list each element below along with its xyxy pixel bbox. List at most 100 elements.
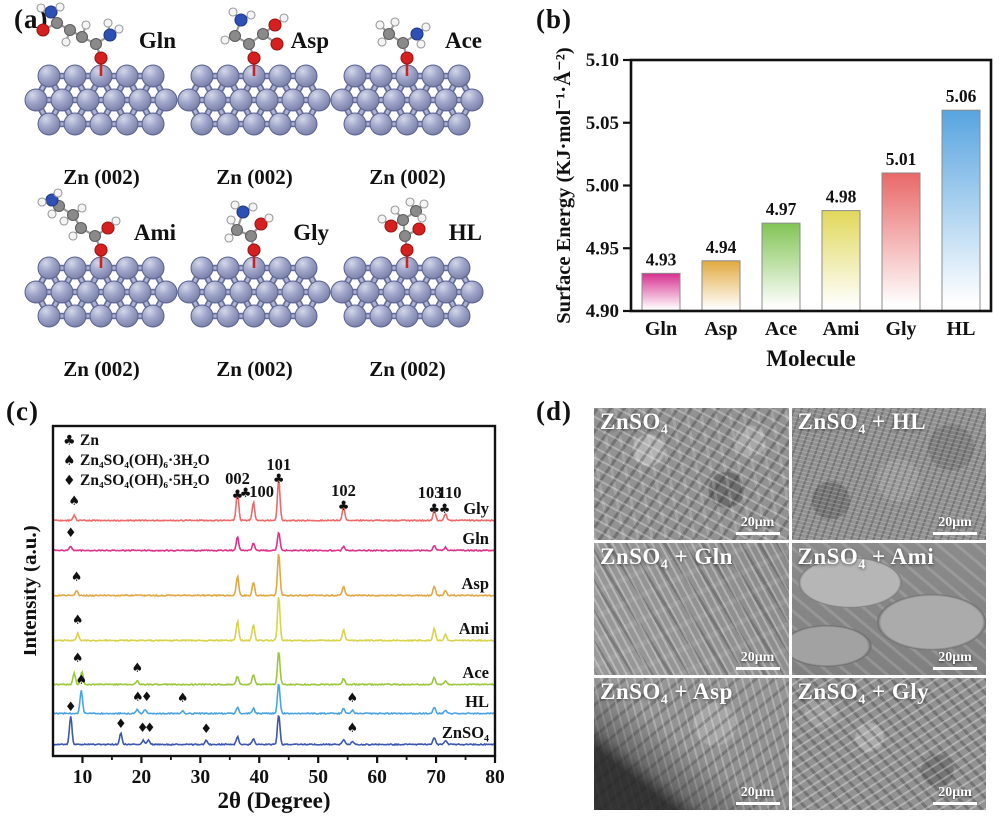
zn-slab-model-HL <box>330 197 484 328</box>
x-axis-title: 2θ (Degree) <box>217 788 330 813</box>
legend-symbol: ♦ <box>63 473 76 489</box>
model-cell: Gln Zn (002) <box>24 2 178 198</box>
x-tick-label: Ami <box>823 318 860 340</box>
phase-marker: ♦ <box>65 526 77 541</box>
bar-HL <box>941 109 981 312</box>
y-axis-title: Surface Energy (KJ·mol⁻¹·Å⁻²) <box>552 47 575 323</box>
xrd-plot: Gly♠Gln♦Asp♠Ami♠Ace♠♠HL♠♠♦ ♠ ♠ZnSO₄♦♦ ♦♦ ♦ ♠0… <box>24 424 505 813</box>
xrd-pattern-chart: Gly♠Gln♦Asp♠Ami♠Ace♠♠HL♠♠♦ ♠ ♠ZnSO₄♦♦ ♦♦ ♦ ♠0… <box>24 424 505 813</box>
y-tick-label: 5.10 <box>586 50 619 71</box>
phase-marker: ♠ <box>177 691 189 706</box>
zn-slab-model-Ace <box>330 17 484 136</box>
model-cell: Ami Zn (002) <box>24 188 178 390</box>
scale-bar-line <box>735 667 780 670</box>
bar-value-label: 4.98 <box>826 187 857 207</box>
phase-marker: ♠ <box>347 721 359 736</box>
zn-peak-marker: ♣ <box>338 499 350 514</box>
surface-energy-bar-chart: 4.93 Gln 4.94 Asp 4.97 Ace 4.98 Ami 5.01 Gly 5.06 H… <box>552 47 993 371</box>
zn-slab-model-Gly <box>177 200 331 328</box>
zn-peak-marker: ♣ <box>240 486 252 501</box>
hkl-label: 103 <box>418 483 443 502</box>
xrd-trace-3 <box>52 597 495 643</box>
zn-surface-caption: Zn (002) <box>369 357 446 381</box>
bar-Asp <box>701 260 741 312</box>
panel-b-label: (b) <box>536 4 572 34</box>
series-label: Ami <box>459 619 490 638</box>
x-tick-label: 60 <box>367 767 387 788</box>
phase-marker: ♦ <box>65 700 77 715</box>
panel-c-label: (c) <box>6 396 39 426</box>
x-tick-label: Gly <box>885 318 916 340</box>
legend-text: Zn₄SO₄(OH)₆·3H₂O <box>80 452 210 469</box>
x-tick-label: Ace <box>765 318 797 340</box>
sem-sample-label: ZnSO₄ + Gly <box>797 679 930 704</box>
bar-Gln <box>641 272 681 312</box>
axis-box <box>629 58 993 313</box>
sem-sample-label: ZnSO₄ + Asp <box>600 679 733 704</box>
molecule-name: HL <box>448 220 482 245</box>
bar-value-label: 4.93 <box>646 249 677 269</box>
zn-surface-caption: Zn (002) <box>216 357 293 381</box>
scale-bar: 20μm <box>933 516 977 535</box>
x-axis-title: Molecule <box>766 346 855 371</box>
sem-sample-label: ZnSO₄ + Ami <box>797 544 935 569</box>
molecule-name: Asp <box>290 28 329 53</box>
bar-Gly <box>881 172 921 312</box>
x-tick-label: 50 <box>308 767 328 788</box>
phase-marker: ♠ <box>347 691 359 706</box>
zn-peak-marker: ♣ <box>232 488 244 503</box>
model-cell: Gly Zn (002) <box>177 198 331 390</box>
zn-surface-caption: Zn (002) <box>216 165 293 189</box>
phase-marker: ♠ <box>68 494 80 509</box>
x-tick-label: 10 <box>73 767 93 788</box>
x-tick-label: Gln <box>645 318 677 340</box>
xrd-trace-0 <box>52 480 495 523</box>
sem-image-znso4-gln: ZnSO₄ + Gln 20μm <box>594 543 789 675</box>
model-cell: Ace Zn (002) <box>330 6 484 198</box>
y-tick-label: 4.90 <box>586 301 619 322</box>
hkl-label: 101 <box>266 455 291 474</box>
series-label: Asp <box>461 574 489 593</box>
phase-marker: ♠ <box>75 673 87 688</box>
xrd-trace-2 <box>52 553 495 598</box>
molecule-name: Ami <box>133 220 176 245</box>
scale-bar: 20μm <box>933 651 977 670</box>
molecule-name: Gln <box>138 28 176 53</box>
molecule-name: Gly <box>293 220 329 245</box>
bar-value-label: 5.06 <box>946 86 977 106</box>
zn-peak-marker: ♣ <box>428 502 440 517</box>
phase-marker: ♠ <box>72 651 84 666</box>
x-tick-label: 30 <box>191 767 211 788</box>
panel-d-label: (d) <box>536 396 572 426</box>
xrd-trace-6 <box>52 715 495 747</box>
hkl-label: 002 <box>225 469 250 488</box>
zn-slab-model-Gln <box>24 2 178 136</box>
zn-slab-model-Ami <box>24 188 178 328</box>
phase-marker: ♦ <box>137 721 149 736</box>
hkl-label: 110 <box>438 483 462 502</box>
series-label: Gln <box>462 529 489 548</box>
sem-sample-label: ZnSO₄ + Gln <box>600 544 733 569</box>
phase-marker: ♠ <box>71 570 83 585</box>
scale-bar-line <box>735 802 780 805</box>
legend-text: Zn₄SO₄(OH)₆·5H₂O <box>80 472 210 489</box>
hkl-label: 100 <box>249 482 274 501</box>
zn-peak-marker: ♣ <box>273 472 285 487</box>
model-cell: Asp Zn (002) <box>177 6 331 198</box>
x-tick-label: 20 <box>132 767 152 788</box>
x-tick-label: 70 <box>426 767 446 788</box>
sem-sample-label: ZnSO₄ <box>600 409 669 434</box>
phase-marker: ♠ <box>72 613 84 628</box>
zn-surface-caption: Zn (002) <box>63 357 140 381</box>
xrd-trace-4 <box>52 651 495 687</box>
scale-bar: 20μm <box>735 516 780 535</box>
phase-marker: ♦ <box>200 722 212 737</box>
sem-image-znso4-ami: ZnSO₄ + Ami 20μm <box>791 543 986 675</box>
zn-slab-model-Asp <box>177 7 331 136</box>
phase-marker: ♦ <box>115 717 127 732</box>
sem-image-znso4: ZnSO₄ 20μm <box>594 408 789 540</box>
bar-value-label: 4.94 <box>706 237 737 257</box>
y-axis-title: Intensity (a.u.) <box>24 525 41 656</box>
scale-bar-line <box>933 532 977 535</box>
bar-chart-plot: 4.93 Gln 4.94 Asp 4.97 Ace 4.98 Ami 5.01 Gly 5.06 H… <box>552 47 993 371</box>
